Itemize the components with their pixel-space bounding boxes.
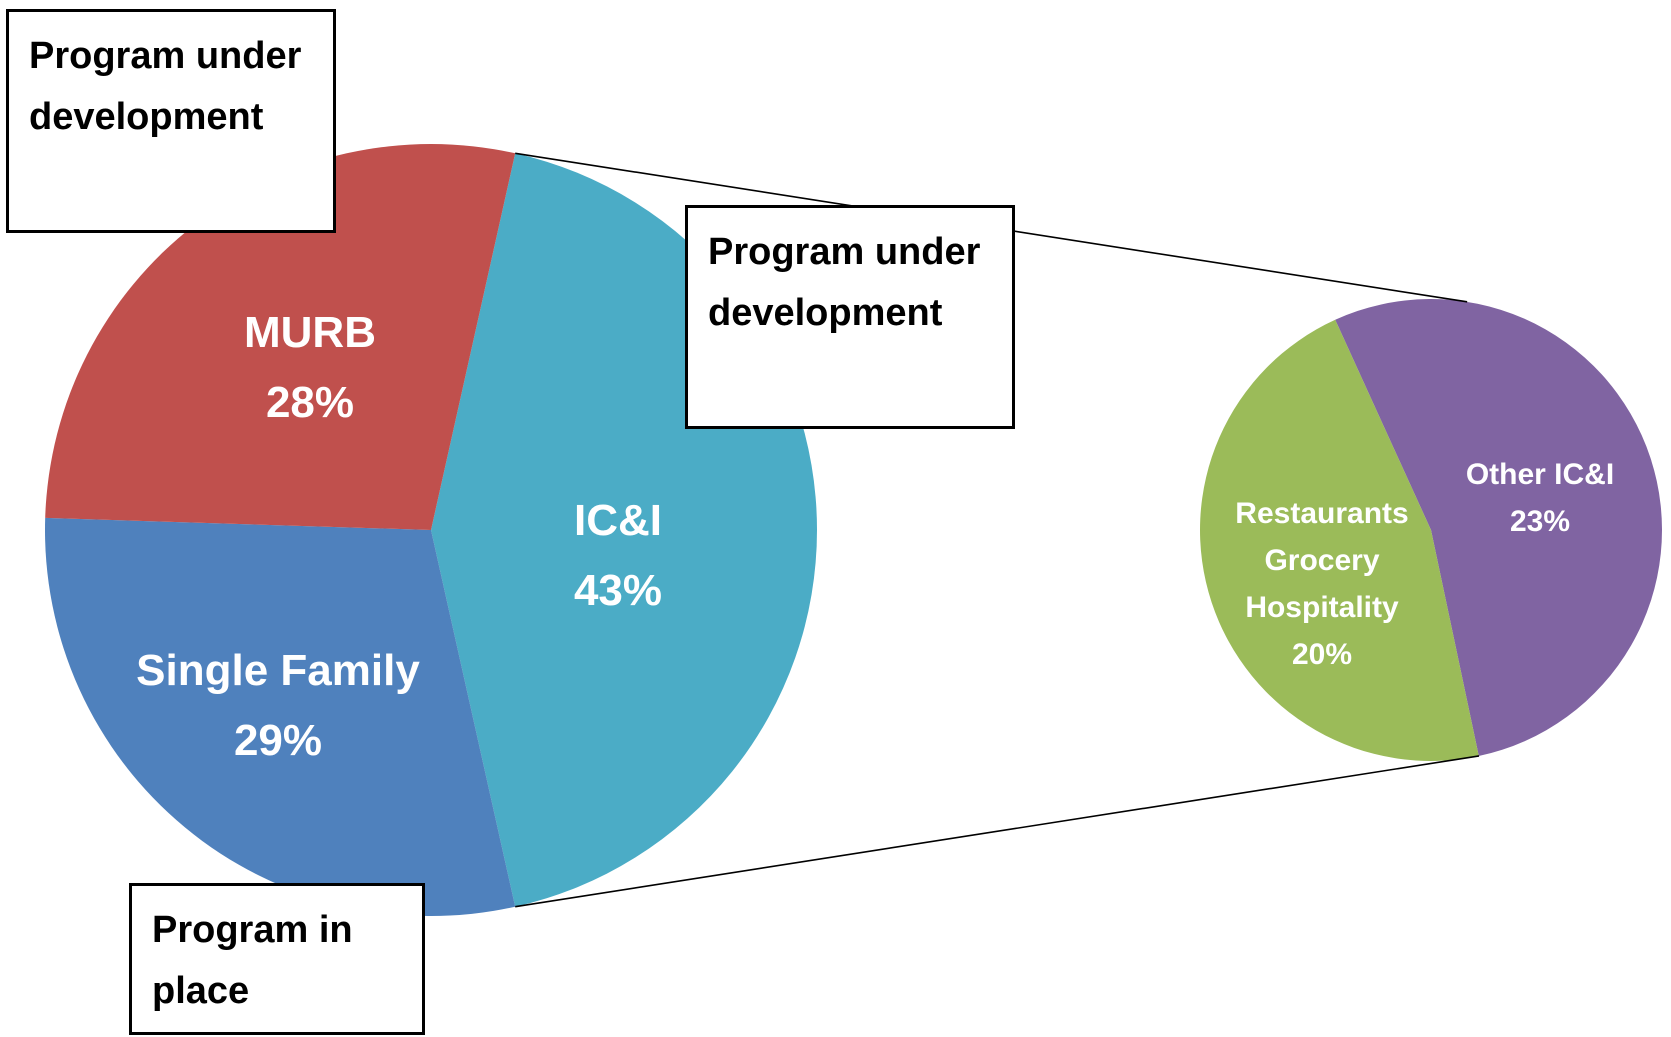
pie-slice xyxy=(1335,299,1662,757)
annotation-box: Program under development xyxy=(685,205,1015,429)
value-label: 23% xyxy=(1509,505,1571,538)
category-name: MURB xyxy=(244,308,376,357)
slice-label: IC&I 43% xyxy=(574,486,662,626)
annotation-box: Program in place xyxy=(129,883,425,1035)
pie-slice xyxy=(45,517,516,916)
connector-line xyxy=(515,755,1480,908)
slice-label: MURB 28% xyxy=(244,298,376,438)
value-label: 43% xyxy=(573,566,663,615)
category-name: Restaurants Grocery Hospitality xyxy=(1235,497,1409,624)
pie-slice xyxy=(1200,319,1479,762)
pie-slice xyxy=(45,143,516,530)
value-label: 29% xyxy=(233,716,323,765)
value-label: 20% xyxy=(1291,638,1353,671)
category-name: Other IC&I xyxy=(1465,458,1615,491)
slice-label: Single Family 29% xyxy=(136,636,420,776)
slice-label: Restaurants Grocery Hospitality 20% xyxy=(1207,490,1437,678)
category-name: IC&I xyxy=(573,496,662,545)
slice-label: Other IC&I 23% xyxy=(1445,451,1635,545)
category-name: Single Family xyxy=(136,646,420,695)
value-label: 28% xyxy=(265,378,355,427)
annotation-box: Program under development xyxy=(6,9,336,233)
